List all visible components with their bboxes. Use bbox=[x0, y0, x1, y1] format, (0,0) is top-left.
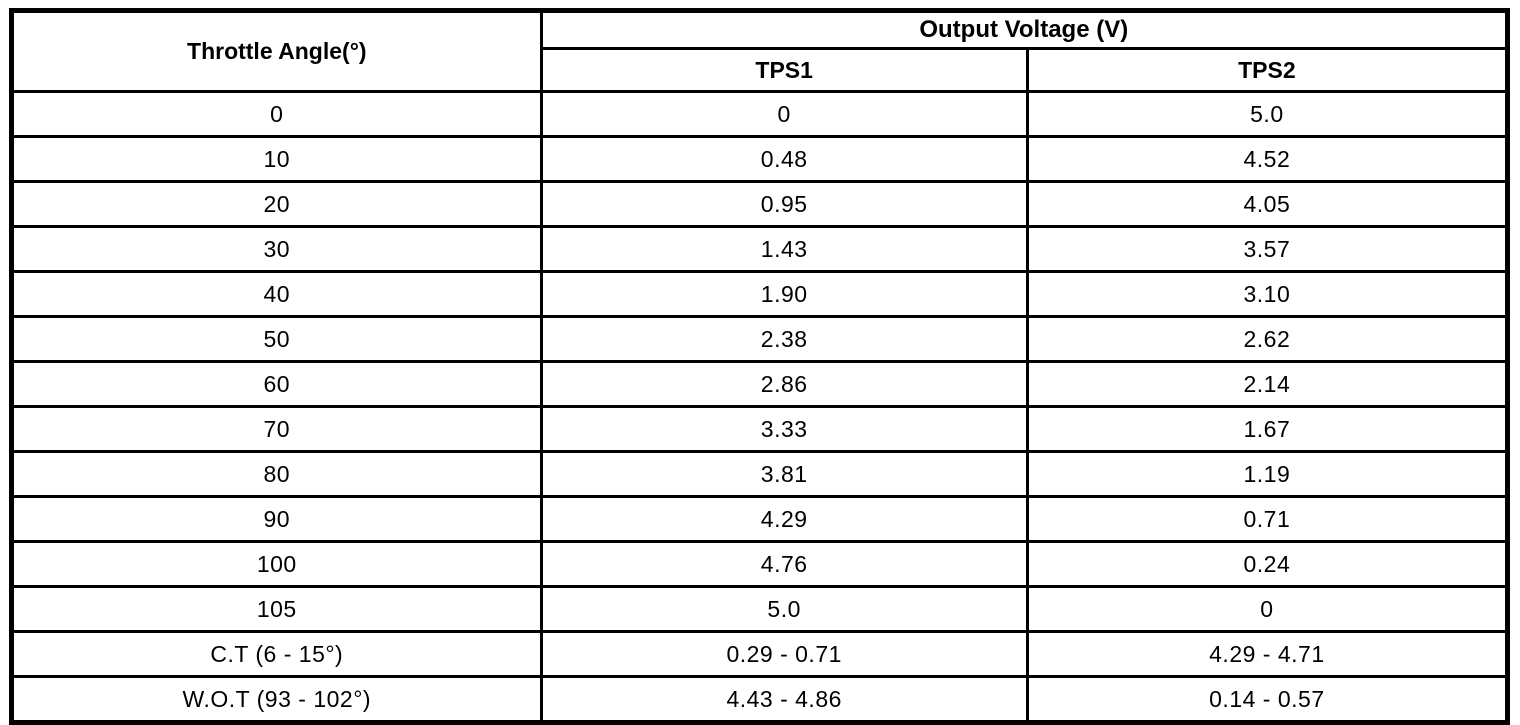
cell-tps2: 3.57 bbox=[1025, 225, 1510, 273]
col-header-tps2: TPS2 bbox=[1025, 47, 1510, 93]
cell-tps2: 2.14 bbox=[1025, 360, 1510, 408]
cell-angle: 60 bbox=[10, 360, 543, 408]
cell-tps1: 3.33 bbox=[539, 405, 1029, 453]
cell-angle: 30 bbox=[10, 225, 543, 273]
col-header-output-voltage: Output Voltage (V) bbox=[539, 9, 1510, 50]
cell-tps1: 0.48 bbox=[539, 135, 1029, 183]
cell-angle: 0 bbox=[10, 90, 543, 138]
table-row: 100 4.76 0.24 bbox=[10, 540, 1510, 588]
cell-angle: 10 bbox=[10, 135, 543, 183]
cell-tps2: 2.62 bbox=[1025, 315, 1510, 363]
cell-tps1: 0 bbox=[539, 90, 1029, 138]
cell-angle: W.O.T (93 - 102°) bbox=[10, 675, 543, 724]
cell-tps1: 0.95 bbox=[539, 180, 1029, 228]
table-row: 80 3.81 1.19 bbox=[10, 450, 1510, 498]
cell-tps1: 0.29 - 0.71 bbox=[539, 630, 1029, 678]
cell-angle: 80 bbox=[10, 450, 543, 498]
cell-tps2: 4.52 bbox=[1025, 135, 1510, 183]
cell-tps2: 0.14 - 0.57 bbox=[1025, 675, 1510, 724]
table-row: 10 0.48 4.52 bbox=[10, 135, 1510, 183]
cell-tps1: 5.0 bbox=[539, 585, 1029, 633]
cell-angle: 50 bbox=[10, 315, 543, 363]
col-header-throttle-angle: Throttle Angle(°) bbox=[10, 9, 543, 93]
cell-tps1: 2.86 bbox=[539, 360, 1029, 408]
table-row: W.O.T (93 - 102°) 4.43 - 4.86 0.14 - 0.5… bbox=[10, 675, 1510, 724]
cell-tps2: 3.10 bbox=[1025, 270, 1510, 318]
cell-angle: 70 bbox=[10, 405, 543, 453]
table-row: 60 2.86 2.14 bbox=[10, 360, 1510, 408]
table-row: 20 0.95 4.05 bbox=[10, 180, 1510, 228]
cell-angle: 40 bbox=[10, 270, 543, 318]
cell-tps1: 4.76 bbox=[539, 540, 1029, 588]
cell-angle: C.T (6 - 15°) bbox=[10, 630, 543, 678]
cell-tps2: 5.0 bbox=[1025, 90, 1510, 138]
table-row: 70 3.33 1.67 bbox=[10, 405, 1510, 453]
table-row: C.T (6 - 15°) 0.29 - 0.71 4.29 - 4.71 bbox=[10, 630, 1510, 678]
header-row-group: Throttle Angle(°) Output Voltage (V) bbox=[10, 9, 1510, 93]
table-row: 90 4.29 0.71 bbox=[10, 495, 1510, 543]
cell-tps2: 1.67 bbox=[1025, 405, 1510, 453]
col-header-tps1: TPS1 bbox=[539, 47, 1029, 93]
table-row: 0 0 5.0 bbox=[10, 90, 1510, 138]
cell-tps2: 4.29 - 4.71 bbox=[1025, 630, 1510, 678]
cell-tps1: 4.43 - 4.86 bbox=[539, 675, 1029, 724]
cell-tps1: 4.29 bbox=[539, 495, 1029, 543]
cell-tps1: 2.38 bbox=[539, 315, 1029, 363]
cell-tps1: 3.81 bbox=[539, 450, 1029, 498]
cell-tps2: 0 bbox=[1025, 585, 1510, 633]
table-row: 40 1.90 3.10 bbox=[10, 270, 1510, 318]
cell-angle: 90 bbox=[10, 495, 543, 543]
cell-tps2: 0.71 bbox=[1025, 495, 1510, 543]
cell-tps1: 1.43 bbox=[539, 225, 1029, 273]
cell-angle: 100 bbox=[10, 540, 543, 588]
cell-tps2: 0.24 bbox=[1025, 540, 1510, 588]
document-page: Throttle Angle(°) Output Voltage (V) TPS… bbox=[9, 8, 1510, 725]
table-row: 105 5.0 0 bbox=[10, 585, 1510, 633]
cell-angle: 20 bbox=[10, 180, 543, 228]
header-row-sub: TPS1 TPS2 bbox=[12, 47, 1510, 93]
tps-output-voltage-table: Throttle Angle(°) Output Voltage (V) TPS… bbox=[9, 8, 1510, 725]
table-row: 30 1.43 3.57 bbox=[10, 225, 1510, 273]
table-row: 50 2.38 2.62 bbox=[10, 315, 1510, 363]
cell-tps2: 1.19 bbox=[1025, 450, 1510, 498]
cell-tps2: 4.05 bbox=[1025, 180, 1510, 228]
cell-tps1: 1.90 bbox=[539, 270, 1029, 318]
cell-angle: 105 bbox=[10, 585, 543, 633]
